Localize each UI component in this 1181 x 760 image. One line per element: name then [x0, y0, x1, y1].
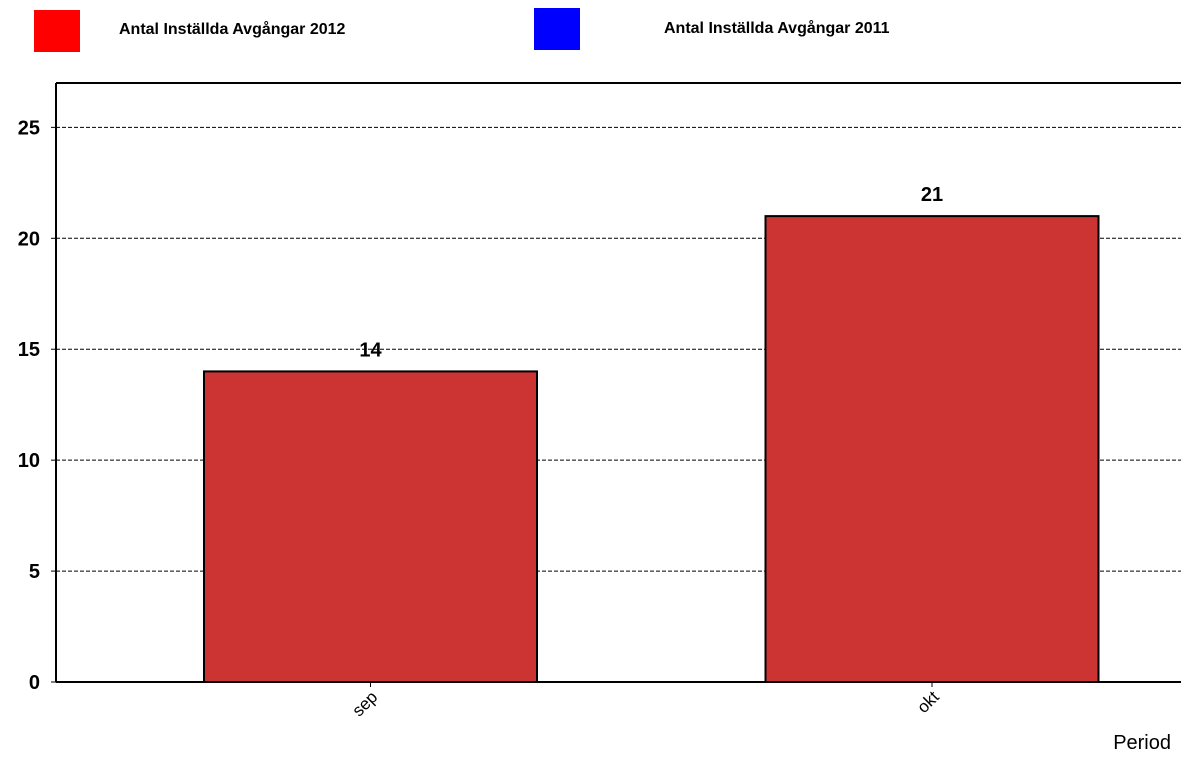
- data-label: 21: [921, 184, 943, 206]
- category-label: sep: [349, 687, 382, 720]
- bar: [764, 215, 1100, 683]
- bars: [203, 215, 1100, 683]
- legend: Antal Inställda Avgångar 2012 Antal Instä…: [34, 8, 890, 52]
- axes: [51, 82, 1181, 687]
- legend-swatch: [534, 8, 580, 50]
- bar: [203, 370, 538, 683]
- y-tick-label: 20: [18, 228, 40, 250]
- legend-label: Antal Inställda Avgångar 2011: [664, 19, 890, 37]
- legend-label: Antal Inställda Avgångar 2012: [119, 20, 346, 38]
- category-label: okt: [913, 687, 943, 717]
- y-tick-label: 25: [18, 117, 40, 139]
- y-tick-label: 10: [18, 450, 40, 472]
- data-label: 14: [359, 339, 382, 361]
- y-tick-label: 0: [29, 672, 40, 694]
- legend-swatch: [34, 10, 80, 52]
- y-tick-label: 5: [29, 561, 40, 583]
- y-tick-label: 15: [18, 339, 40, 361]
- x-axis-title: Period: [1113, 732, 1171, 754]
